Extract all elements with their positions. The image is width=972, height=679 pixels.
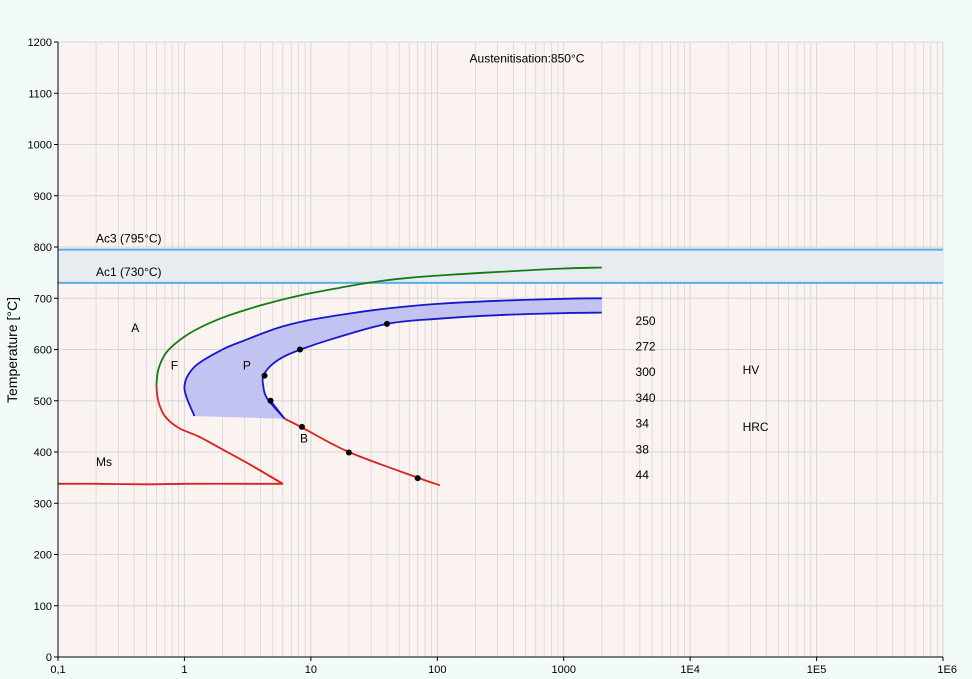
data-point (261, 372, 268, 379)
pearlite-fill (184, 298, 602, 419)
bainite-start-curve (155, 385, 284, 485)
data-point (298, 423, 305, 430)
pearlite-start-curve (183, 297, 602, 417)
data-point (345, 449, 352, 456)
data-point (383, 320, 390, 327)
data-point (414, 475, 421, 482)
b-label: B (300, 431, 308, 445)
ms-connector (252, 465, 284, 485)
x-tick-label: 1E6 (937, 664, 957, 676)
ferrite-start-curve (155, 266, 602, 386)
y-tick-label: 1000 (28, 140, 52, 152)
x-tick-label: 100 (428, 664, 446, 676)
hv-label: HV (743, 363, 760, 377)
data-point (267, 397, 274, 404)
y-tick-label: 700 (34, 293, 52, 305)
hardness-value: 300 (636, 365, 656, 379)
hardness-value: 34 (636, 416, 650, 430)
y-tick-label: 1200 (28, 37, 52, 49)
x-tick-label: 1E4 (680, 664, 700, 676)
y-axis-title: Temperature [°C] (4, 297, 20, 403)
y-tick-label: 600 (34, 345, 52, 357)
y-tick-label: 500 (34, 396, 52, 408)
p-label: P (243, 358, 251, 372)
y-tick-label: 900 (34, 191, 52, 203)
y-tick-label: 100 (34, 601, 52, 613)
ms-label: Ms (96, 455, 112, 469)
x-tick-label: 1 (181, 664, 187, 676)
hardness-value: 340 (636, 391, 656, 405)
tick-labels: 0100200300400500600700800900100011001200… (28, 37, 957, 676)
x-tick-label: 10 (305, 664, 317, 676)
y-tick-label: 0 (46, 652, 52, 664)
pearlite-region (184, 298, 602, 419)
data-point (296, 346, 303, 353)
ac1-label: Ac1 (730°C) (96, 265, 162, 279)
austenitisation-850-c-label: Austenitisation:850°C (470, 52, 585, 66)
x-tick-label: 1E5 (807, 664, 827, 676)
x-tick-label: 1000 (551, 664, 575, 676)
hardness-value: 38 (636, 443, 650, 457)
grid (57, 41, 944, 658)
y-tick-label: 800 (34, 242, 52, 254)
hardness-value: 250 (636, 314, 656, 328)
ac-band (58, 248, 943, 284)
ac-band-fill (58, 249, 943, 283)
hardness-value: 272 (636, 340, 656, 354)
data-points (261, 320, 421, 482)
ac3-label: Ac3 (795°C) (96, 232, 162, 246)
hardness-value: 44 (636, 468, 650, 482)
annotations: Ac3 (795°C) Ac1 (730°C) Austenitisation:85… (96, 52, 769, 483)
y-tick-label: 300 (34, 498, 52, 510)
a-label: A (131, 321, 139, 335)
x-tick-label: 0,1 (50, 664, 65, 676)
hrc-label: HRC (743, 420, 769, 434)
y-tick-label: 400 (34, 447, 52, 459)
ms-line-curve (57, 482, 283, 486)
f-label: F (171, 358, 178, 372)
y-tick-label: 1100 (28, 88, 52, 100)
y-tick-label: 200 (34, 550, 52, 562)
